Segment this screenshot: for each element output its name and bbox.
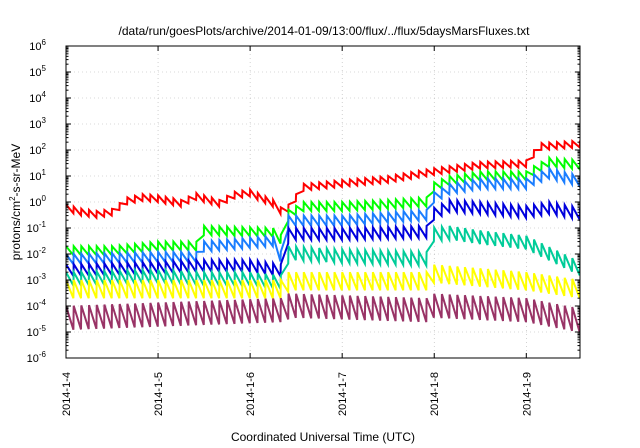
y-tick-base: 10 — [29, 119, 41, 131]
y-tick-base: 10 — [27, 249, 39, 261]
y-tick-label: 106 — [29, 38, 46, 53]
y-tick-label: 100 — [29, 194, 46, 209]
series-line-3 — [66, 164, 580, 268]
x-tick-label: 2014-1-7 — [337, 372, 349, 416]
chart-title: /data/run/goesPlots/archive/2014-01-09/1… — [119, 24, 531, 38]
y-tick-exponent: -5 — [39, 324, 47, 333]
y-tick-label: 104 — [29, 90, 46, 105]
y-tick-label: 10-4 — [27, 298, 47, 313]
series-line-5 — [66, 223, 580, 290]
y-tick-base: 10 — [29, 41, 41, 53]
y-tick-base: 10 — [29, 171, 41, 183]
y-tick-base: 10 — [29, 67, 41, 79]
series-line-6 — [66, 264, 580, 299]
y-tick-exponent: 3 — [42, 116, 47, 125]
y-tick-exponent: 4 — [42, 90, 47, 99]
y-tick-label: 103 — [29, 116, 46, 131]
x-tick-label: 2014-1-8 — [429, 372, 441, 416]
y-tick-label: 10-5 — [27, 324, 47, 339]
y-tick-exponent: 0 — [42, 194, 47, 203]
x-axis-label: Coordinated Universal Time (UTC) — [231, 430, 415, 444]
y-axis-label-main: protons/cm — [9, 201, 23, 260]
y-tick-exponent: -1 — [39, 220, 47, 229]
y-tick-exponent: 5 — [42, 64, 47, 73]
y-tick-label: 101 — [29, 168, 46, 183]
y-tick-base: 10 — [27, 275, 39, 287]
y-tick-exponent: 1 — [42, 168, 47, 177]
y-tick-base: 10 — [27, 301, 39, 313]
y-tick-label: 10-6 — [27, 350, 47, 365]
x-tick-label: 2014-1-9 — [521, 372, 533, 416]
y-tick-label: 102 — [29, 142, 46, 157]
y-tick-exponent: 2 — [42, 142, 47, 151]
y-tick-label: 10-2 — [27, 246, 47, 261]
y-tick-exponent: -3 — [39, 272, 47, 281]
y-axis: 10-610-510-410-310-210-11001011021031041… — [27, 38, 580, 365]
y-tick-exponent: 6 — [42, 38, 47, 47]
series-line-7 — [66, 293, 580, 333]
x-axis: 2014-1-4 2014-1-5 2014-1-6 2014-1-7 2014-1-8… — [61, 46, 533, 416]
series-layer — [66, 139, 580, 333]
y-tick-exponent: -6 — [39, 350, 47, 359]
y-tick-label: 10-3 — [27, 272, 47, 287]
y-tick-base: 10 — [27, 327, 39, 339]
series-line-4 — [66, 196, 580, 280]
x-tick-label: 2014-1-6 — [245, 372, 257, 416]
y-tick-base: 10 — [29, 93, 41, 105]
y-tick-label: 10-1 — [27, 220, 47, 235]
plot-area — [66, 139, 580, 333]
y-tick-base: 10 — [27, 353, 39, 365]
y-axis-label-units: -s-sr-MeV — [9, 144, 23, 197]
y-tick-exponent: -2 — [39, 246, 47, 255]
y-tick-base: 10 — [27, 223, 39, 235]
y-tick-base: 10 — [29, 145, 41, 157]
y-tick-label: 105 — [29, 64, 46, 79]
y-tick-base: 10 — [29, 197, 41, 209]
series-line-2 — [66, 154, 580, 258]
y-tick-exponent: -4 — [39, 298, 47, 307]
series-line-1 — [66, 139, 580, 221]
y-axis-label-superscript: 2 — [8, 196, 17, 201]
x-tick-label: 2014-1-4 — [61, 372, 73, 416]
x-tick-label: 2014-1-5 — [153, 372, 165, 416]
y-axis-label: protons/cm2-s-sr-MeV — [8, 144, 23, 260]
